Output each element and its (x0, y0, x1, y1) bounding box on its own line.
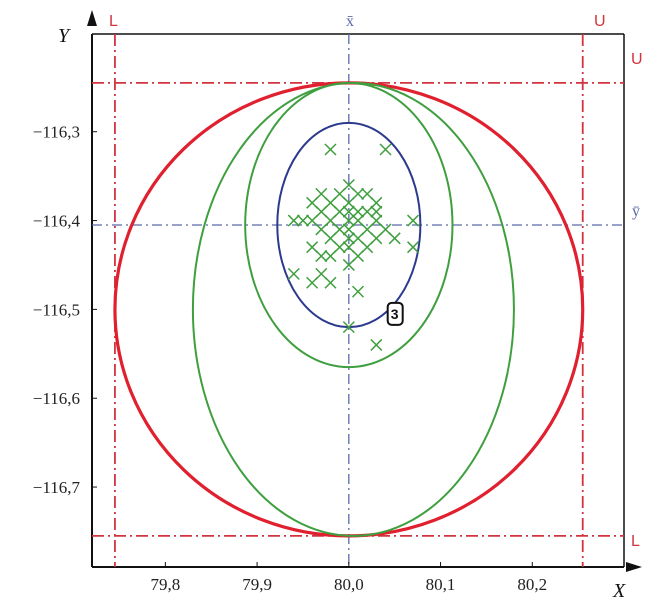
chart-text: X Y x̄ ȳ L U U L (58, 13, 643, 600)
data-point (371, 339, 382, 350)
data-point (297, 215, 308, 226)
data-point (325, 277, 336, 288)
data-point (325, 251, 336, 262)
x-tick-label: 80,1 (426, 575, 456, 594)
y-tick-label: −116,3 (33, 123, 80, 142)
x-tick-label: 79,9 (242, 575, 272, 594)
data-point (389, 233, 400, 244)
x-tick-label: 80,2 (517, 575, 547, 594)
data-point (380, 144, 391, 155)
y-tick-label: −116,5 (33, 300, 80, 319)
reference-lines (92, 34, 624, 567)
x-tick-label: 80,0 (334, 575, 364, 594)
y-axis-label: Y (58, 25, 71, 47)
plot-frame (87, 10, 642, 572)
data-point (353, 286, 364, 297)
upper-limit-label-top: U (594, 13, 606, 30)
upper-limit-label-right: U (631, 51, 643, 68)
callout-annotation: 3 (388, 303, 403, 325)
data-point (316, 251, 327, 262)
data-point (408, 242, 419, 253)
x-axis-arrowhead (626, 562, 642, 572)
data-point (307, 277, 318, 288)
tick-labels: 79,8 79,9 80,0 80,1 80,2 −116,3 −116,4 −116,5 −1… (33, 123, 547, 594)
data-point (325, 144, 336, 155)
y-tick-label: −116,6 (33, 389, 80, 408)
data-point (288, 268, 299, 279)
ellipse-2 (193, 83, 514, 536)
lower-limit-label-right: L (631, 533, 640, 550)
data-point (371, 206, 382, 217)
y-mean-label: ȳ (632, 203, 640, 220)
x-mean-label: x̄ (346, 13, 354, 30)
callout-label: 3 (391, 306, 399, 322)
y-tick-label: −116,7 (33, 478, 81, 497)
x-axis-label: X (612, 580, 626, 600)
y-axis-arrowhead (87, 10, 97, 26)
lower-limit-label-top: L (109, 13, 118, 30)
y-tick-label: −116,4 (33, 212, 81, 231)
x-tick-label: 79,8 (151, 575, 181, 594)
